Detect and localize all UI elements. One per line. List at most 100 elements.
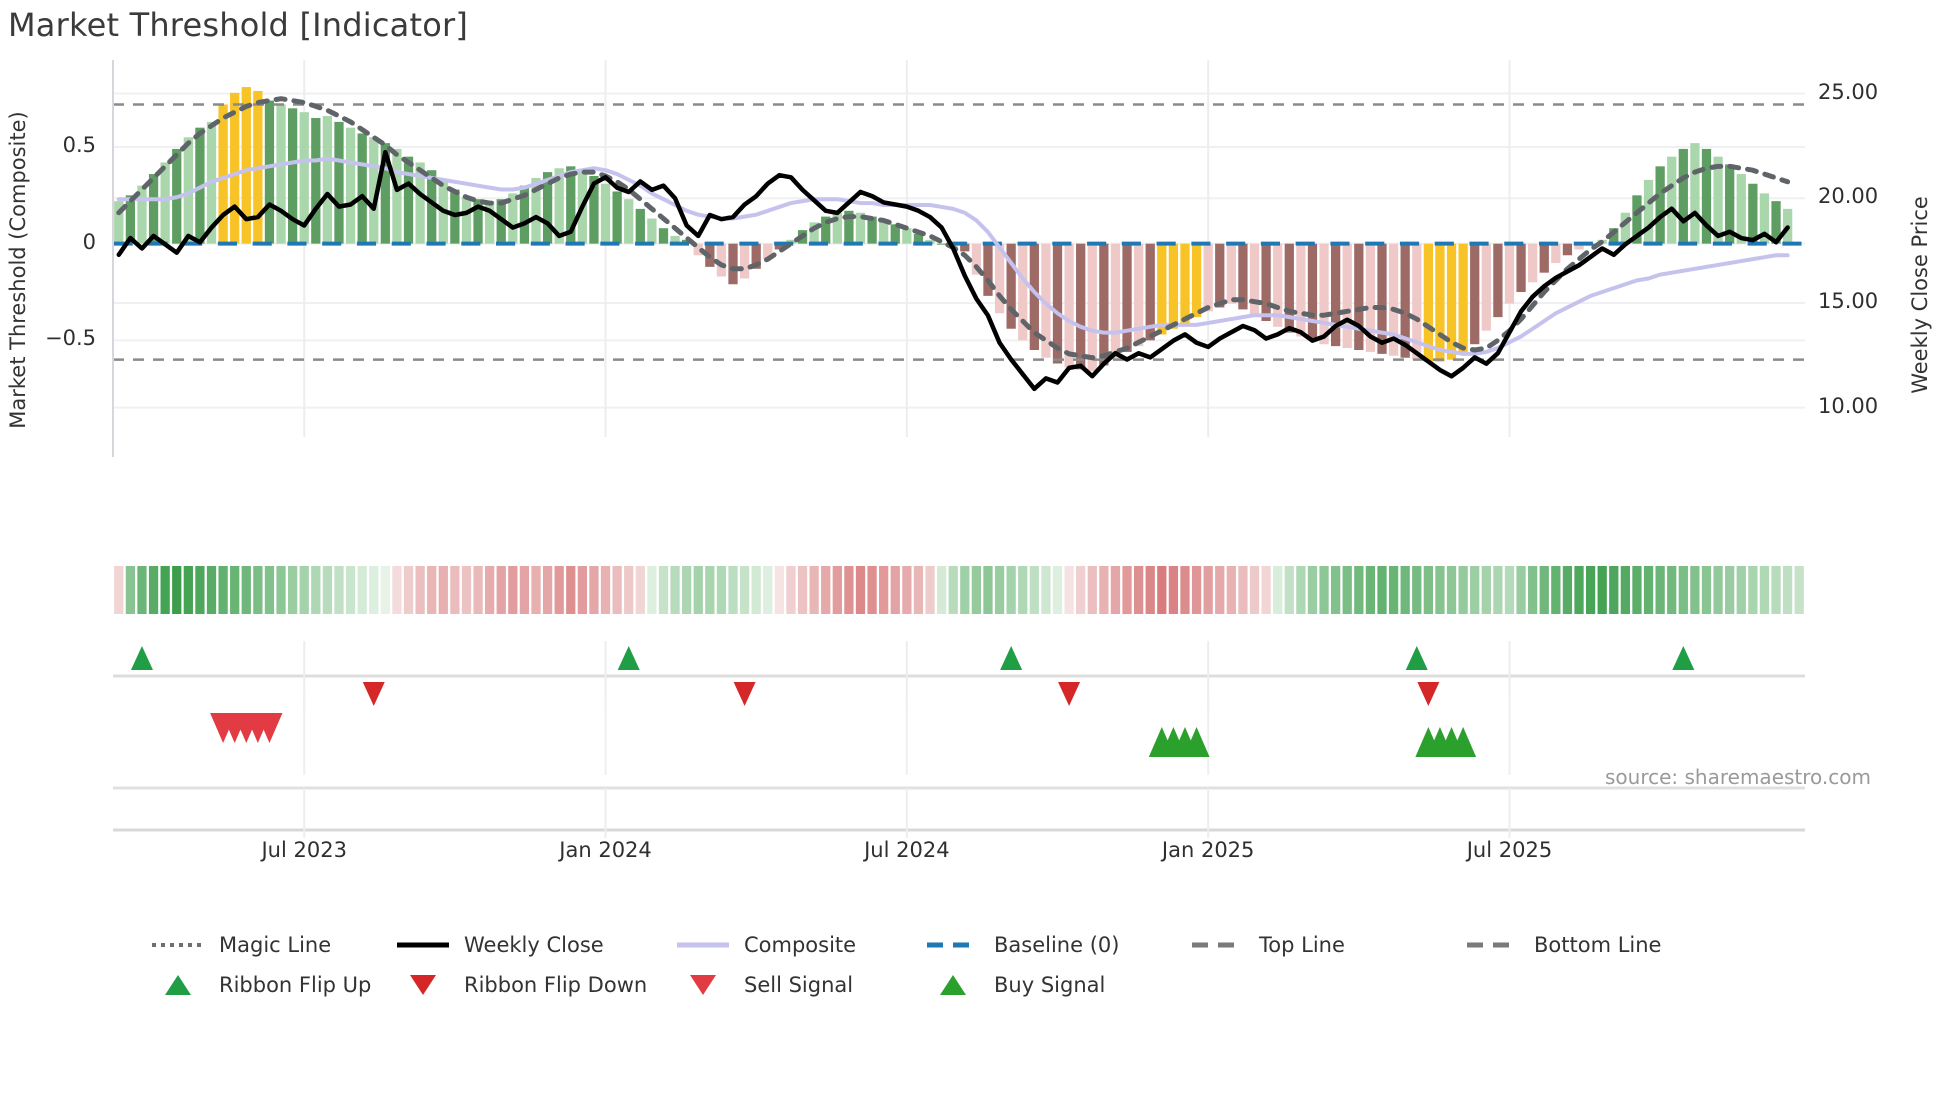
histogram-bar — [485, 201, 495, 244]
histogram-bar — [1423, 243, 1433, 362]
ribbon-band — [1759, 566, 1770, 614]
ribbon-band — [195, 566, 205, 614]
chart-legend: Magic Line Weekly Close Composite Baseline … — [150, 925, 1870, 1005]
ribbon-band — [1620, 566, 1631, 614]
legend-item[interactable]: Top Line — [1190, 933, 1465, 957]
histogram-bar — [1632, 195, 1642, 244]
triangle-up-icon — [940, 975, 966, 995]
histogram-bar — [1226, 243, 1236, 304]
ribbon-band — [380, 566, 390, 614]
histogram-bar — [183, 137, 193, 244]
ribbon-band — [1238, 566, 1248, 614]
ribbon-band — [519, 566, 530, 614]
legend-item[interactable]: Composite — [675, 933, 925, 957]
legend-item[interactable]: Sell Signal — [675, 973, 925, 997]
ribbon-band — [647, 566, 657, 614]
ribbon-band — [415, 566, 425, 614]
buy-signal-marker — [1450, 727, 1477, 757]
histogram-bar — [612, 191, 622, 244]
ribbon-band — [1771, 566, 1781, 614]
ribbon-band — [1551, 566, 1561, 614]
histogram-bar — [763, 243, 773, 260]
ribbon-band — [925, 566, 935, 614]
ribbon-band — [670, 566, 680, 614]
histogram-bar — [1388, 243, 1399, 356]
dotted-line-swatch — [150, 935, 206, 955]
ribbon-band — [206, 566, 217, 614]
histogram-bar — [1133, 243, 1144, 347]
ribbon-band — [705, 566, 715, 614]
ribbon-band — [334, 566, 344, 614]
ribbon-band — [716, 566, 727, 614]
ribbon-band — [1412, 566, 1422, 614]
ribbon-band — [1446, 566, 1457, 614]
legend-item[interactable]: Buy Signal — [925, 973, 1190, 997]
legend-item[interactable]: Bottom Line — [1465, 933, 1725, 957]
ribbon-band — [1782, 566, 1793, 614]
legend-item[interactable]: Ribbon Flip Up — [150, 973, 395, 997]
histogram-bar — [774, 243, 785, 250]
ribbon-band — [1342, 566, 1352, 614]
triangle-down-icon — [410, 975, 436, 995]
ribbon-band — [1516, 566, 1526, 614]
ribbon-band — [1377, 566, 1387, 614]
ribbon-band — [1655, 566, 1665, 614]
ribbon-band — [1736, 566, 1746, 614]
composite-line — [116, 156, 1790, 356]
histogram-bar — [635, 208, 645, 244]
legend-item[interactable]: Weekly Close — [395, 933, 675, 957]
ribbon-band — [1110, 566, 1121, 614]
weekly-close-line — [116, 149, 1790, 392]
ribbon-band — [1191, 566, 1202, 614]
chart-canvas — [112, 60, 1805, 838]
ribbon-band — [403, 566, 414, 614]
histogram-bar — [1655, 166, 1665, 244]
histogram-bar — [647, 218, 657, 244]
histogram-bar — [160, 162, 170, 244]
legend-item[interactable]: Baseline (0) — [925, 933, 1190, 957]
histogram-bar — [624, 199, 634, 244]
legend-label: Buy Signal — [994, 973, 1106, 997]
ribbon-band — [844, 566, 854, 614]
ribbon-band — [600, 566, 611, 614]
histogram-bar — [867, 216, 877, 244]
histogram-bar — [427, 170, 437, 244]
ribbon-band — [1481, 566, 1491, 614]
x-axis-tick: Jan 2025 — [1161, 838, 1255, 862]
legend-item[interactable]: Magic Line — [150, 933, 395, 957]
histogram-bar — [241, 87, 251, 244]
ribbon-band — [183, 566, 193, 614]
ribbon-band — [1632, 566, 1642, 614]
triangle-up-swatch — [925, 975, 981, 995]
y-axis-tick-right: 25.00 — [1818, 79, 1879, 104]
ribbon-band — [508, 566, 518, 614]
y-axis-tick-left: 0 — [82, 229, 96, 254]
ribbon-band — [1296, 566, 1306, 614]
x-axis-tick: Jan 2024 — [559, 838, 652, 862]
ribbon-band — [1215, 566, 1225, 614]
histogram-bar — [1284, 243, 1294, 333]
histogram-bar — [589, 176, 599, 244]
legend-item[interactable]: Ribbon Flip Down — [395, 973, 675, 997]
ribbon-band — [1504, 566, 1515, 614]
sell-signal-marker — [256, 713, 283, 743]
ribbon-band — [983, 566, 993, 614]
triangle-down-swatch — [675, 975, 731, 995]
histogram-bar — [473, 199, 483, 244]
histogram-bar — [1087, 243, 1097, 372]
ribbon-flip-down-marker — [733, 682, 756, 706]
triangle-down-swatch — [395, 975, 451, 995]
page-title: Market Threshold [Indicator] — [8, 6, 469, 44]
ribbon-band — [1678, 566, 1688, 614]
x-axis-tick: Jul 2023 — [261, 838, 347, 862]
histogram-bar — [1470, 243, 1480, 345]
histogram-bar — [832, 212, 842, 244]
histogram-bar — [1249, 243, 1260, 316]
legend-label: Bottom Line — [1534, 933, 1662, 957]
ribbon-band — [902, 566, 912, 614]
histogram-bar — [855, 212, 866, 244]
ribbon-band — [1122, 566, 1132, 614]
histogram-bar — [1215, 243, 1225, 308]
ribbon-band — [1667, 566, 1677, 614]
histogram-bar — [1307, 243, 1318, 341]
